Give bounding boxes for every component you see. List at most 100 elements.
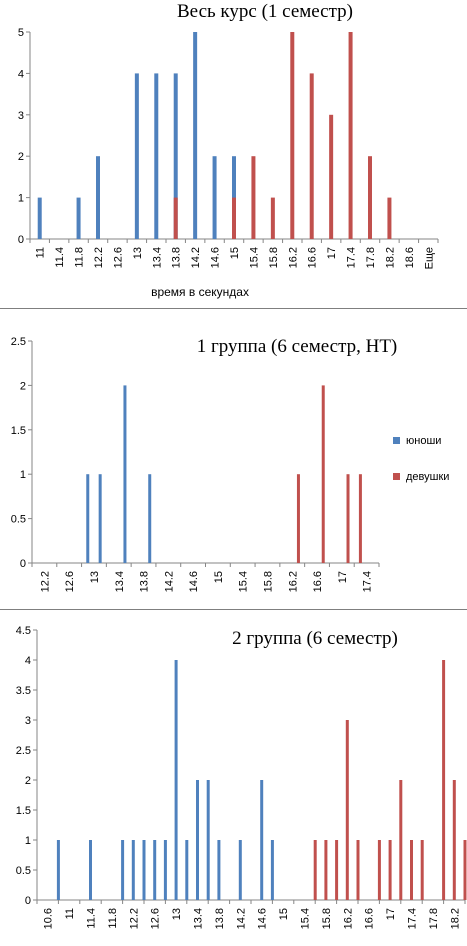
bar-girls xyxy=(388,840,392,900)
bar-girls xyxy=(463,840,467,900)
bar-boys xyxy=(174,660,178,900)
x-tick-label: 15.8 xyxy=(262,571,274,592)
x-tick-label: 17.4 xyxy=(407,908,419,929)
x-tick-label: 15.4 xyxy=(300,908,312,929)
bar-boys xyxy=(238,840,242,900)
panel-divider xyxy=(0,308,467,309)
bar-boys xyxy=(270,840,274,900)
y-tick-label: 0 xyxy=(25,895,31,907)
x-tick-label: 17 xyxy=(337,571,349,583)
chart-title: Весь курс (1 семестр) xyxy=(177,1,353,22)
x-tick-label: 13.8 xyxy=(171,247,183,268)
x-tick-label: 11.4 xyxy=(86,908,98,929)
bar-boys xyxy=(217,840,221,900)
bar-girls xyxy=(442,660,446,900)
bar-boys xyxy=(153,840,157,900)
y-tick-label: 3 xyxy=(25,715,31,727)
x-tick-label: 15.4 xyxy=(238,571,250,592)
chart-panel-group-2: 2 группа (6 семестр) 0 0.5 1 1.5 2 2.5 3 3.5 4 4.… xyxy=(0,613,467,946)
bar-boys xyxy=(148,474,152,563)
bar-girls xyxy=(377,840,381,900)
bar-girls xyxy=(368,156,372,239)
bar-girls xyxy=(452,780,456,900)
y-tick-label: 0.5 xyxy=(16,865,31,877)
y-tick-label: 0 xyxy=(20,558,26,570)
bar-girls xyxy=(335,840,339,900)
bar-boys xyxy=(206,780,210,900)
y-tick-label: 4 xyxy=(18,68,24,80)
x-tick-label: 14.2 xyxy=(190,247,202,268)
x-tick-label: 14.6 xyxy=(210,247,222,268)
x-tick-label: 16.6 xyxy=(312,571,324,592)
bar-boys xyxy=(173,73,178,240)
chart-group-2: 2 группа (6 семестр) 0 0.5 1 1.5 2 2.5 3 3.5 4 4.… xyxy=(16,625,467,929)
x-tick-label: 11.8 xyxy=(74,247,86,268)
bar-boys xyxy=(185,840,189,900)
bar-girls xyxy=(232,197,236,239)
x-tick-label: 13 xyxy=(132,247,144,259)
x-tick-label: 10.6 xyxy=(43,908,55,929)
bar-boys xyxy=(37,197,42,239)
bar-girls xyxy=(346,474,350,563)
x-tick-label: 13.4 xyxy=(151,247,163,268)
x-tick-label: 12.6 xyxy=(112,247,124,268)
bar-girls xyxy=(399,780,403,900)
bar-girls xyxy=(387,197,392,239)
bar-girls xyxy=(345,720,349,900)
bar-girls xyxy=(290,32,295,239)
chart-whole-course: Весь курс (1 семестр) время в секундах 0… xyxy=(18,1,439,299)
y-tick-label: 4 xyxy=(25,655,31,667)
x-tick-label: 15 xyxy=(213,571,225,583)
x-tick-label: 12.2 xyxy=(93,247,105,268)
y-tick-label: 2 xyxy=(20,380,26,392)
bar-boys xyxy=(260,780,264,900)
bar-boys xyxy=(121,840,125,900)
x-tick-label: 17.8 xyxy=(428,908,440,929)
y-tick-label: 3 xyxy=(18,110,24,122)
bar-boys xyxy=(96,156,100,239)
x-tick-label: 13.8 xyxy=(214,908,226,929)
x-tick-label: 11.8 xyxy=(107,908,119,929)
y-tick-label: 1 xyxy=(18,193,24,205)
x-tick-label: 16.2 xyxy=(342,908,354,929)
panel-divider xyxy=(0,609,467,610)
x-tick-label: 14.2 xyxy=(163,571,175,592)
x-tick-label: 15.8 xyxy=(268,247,280,268)
chart-panel-group-1: 1 группа (6 семестр, НТ) юноши девушки 0… xyxy=(0,318,467,603)
x-tick-label: 16.2 xyxy=(287,571,299,592)
bar-boys xyxy=(154,73,159,240)
y-tick-label: 2.5 xyxy=(16,745,31,757)
bar-girls xyxy=(313,840,317,900)
x-tick-label: 17.4 xyxy=(362,571,374,592)
x-tick-label: 14.6 xyxy=(257,908,269,929)
x-tick-label: 13.4 xyxy=(193,908,205,929)
y-tick-label: 1 xyxy=(20,469,26,481)
x-tick-label: 15 xyxy=(278,908,290,920)
x-tick-label: 12.6 xyxy=(64,571,76,592)
y-tick-label: 2 xyxy=(25,775,31,787)
x-tick-label: Еще xyxy=(423,247,435,269)
x-tick-label: 12.6 xyxy=(150,908,162,929)
x-tick-label: 17 xyxy=(326,247,338,259)
bar-girls xyxy=(356,840,360,900)
bar-boys xyxy=(193,32,198,239)
y-tick-label: 3.5 xyxy=(16,685,31,697)
x-tick-label: 18.2 xyxy=(384,247,396,268)
bar-girls xyxy=(251,156,256,239)
x-tick-label: 14.2 xyxy=(235,908,247,929)
x-tick-label: 12.2 xyxy=(39,571,51,592)
y-tick-label: 0 xyxy=(18,234,24,246)
legend-label-girls: девушки xyxy=(406,471,449,483)
bar-boys xyxy=(212,156,217,239)
bar-girls xyxy=(329,114,334,239)
y-tick-label: 1.5 xyxy=(11,425,26,437)
bar-boys xyxy=(89,840,92,900)
x-tick-label: 16.6 xyxy=(364,908,376,929)
bar-girls xyxy=(324,840,328,900)
y-tick-label: 1.5 xyxy=(16,805,31,817)
x-tick-label: 13 xyxy=(89,571,101,583)
x-tick-label: 17 xyxy=(385,908,397,920)
bar-boys xyxy=(142,840,146,900)
bar-girls xyxy=(296,474,300,563)
bar-boys xyxy=(196,780,199,900)
